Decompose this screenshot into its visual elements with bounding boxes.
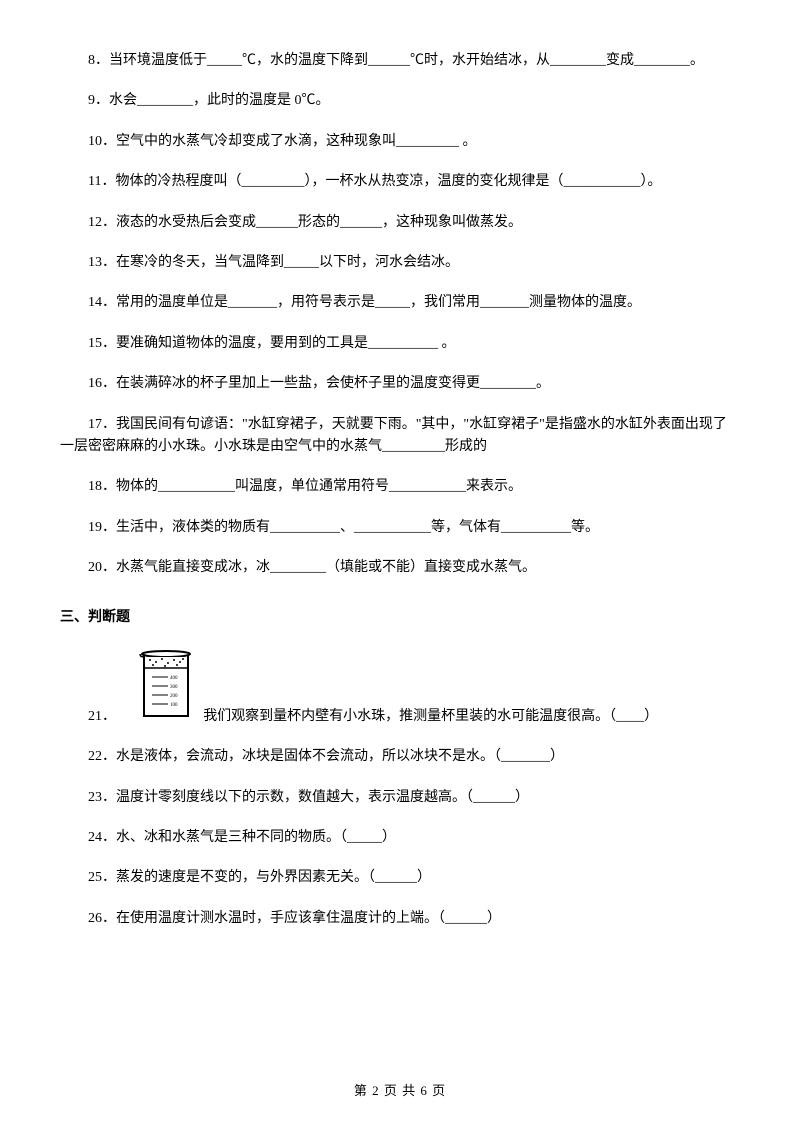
question-21-number: 21． xyxy=(88,709,116,724)
question-12: 12．液态的水受热后会变成______形态的______，这种现象叫做蒸发。 xyxy=(60,212,740,234)
question-21-text: 我们观察到量杯内壁有小水珠，推测量杯里装的水可能温度很高。（____） xyxy=(203,709,658,724)
page-footer: 第 2 页 共 6 页 xyxy=(0,1081,800,1102)
question-9: 9．水会________，此时的温度是 0℃。 xyxy=(60,90,740,112)
svg-text:100: 100 xyxy=(170,703,178,708)
question-10: 10．空气中的水蒸气冷却变成了水滴，这种现象叫_________ 。 xyxy=(60,131,740,153)
question-26: 26．在使用温度计测水温时，手应该拿住温度计的上端。（______） xyxy=(60,908,740,930)
question-24: 24．水、冰和水蒸气是三种不同的物质。（_____） xyxy=(60,827,740,849)
question-22: 22．水是液体，会流动，冰块是固体不会流动，所以冰块不是水。（_______） xyxy=(60,746,740,768)
beaker-icon: 400 300 200 100 xyxy=(138,650,196,728)
question-23: 23．温度计零刻度线以下的示数，数值越大，表示温度越高。（______） xyxy=(60,787,740,809)
question-25: 25．蒸发的速度是不变的，与外界因素无关。（______） xyxy=(60,867,740,889)
svg-text:400: 400 xyxy=(170,676,178,681)
question-14: 14．常用的温度单位是_______，用符号表示是_____，我们常用_____… xyxy=(60,292,740,314)
question-17-line1: 17．我国民间有句谚语："水缸穿裙子，天就要下雨。"其中，"水缸穿裙子"是指盛水… xyxy=(60,414,740,436)
svg-text:300: 300 xyxy=(170,685,178,690)
question-17: 17．我国民间有句谚语："水缸穿裙子，天就要下雨。"其中，"水缸穿裙子"是指盛水… xyxy=(60,414,740,459)
question-20: 20．水蒸气能直接变成冰，冰________（填能或不能）直接变成水蒸气。 xyxy=(60,557,740,579)
question-19: 19．生活中，液体类的物质有__________、___________等，气体… xyxy=(60,517,740,539)
question-21: 21． 400 300 200 100 我们观察到量杯内壁有小水珠，推测量杯里装… xyxy=(60,650,740,728)
question-15: 15．要准确知道物体的温度，要用到的工具是__________ 。 xyxy=(60,333,740,355)
question-17-line2: 一层密密麻麻的小水珠。小水珠是由空气中的水蒸气_________形成的 xyxy=(60,436,740,458)
svg-text:200: 200 xyxy=(170,694,178,699)
question-16: 16．在装满碎冰的杯子里加上一些盐，会使杯子里的温度变得更________。 xyxy=(60,373,740,395)
question-11: 11．物体的冷热程度叫（_________），一杯水从热变凉，温度的变化规律是（… xyxy=(60,171,740,193)
section-3-header: 三、判断题 xyxy=(60,607,740,629)
question-13: 13．在寒冷的冬天，当气温降到_____以下时，河水会结冰。 xyxy=(60,252,740,274)
question-8: 8．当环境温度低于_____℃，水的温度下降到______℃时，水开始结冰，从_… xyxy=(60,50,740,72)
question-18: 18．物体的___________叫温度，单位通常用符号___________来… xyxy=(60,476,740,498)
